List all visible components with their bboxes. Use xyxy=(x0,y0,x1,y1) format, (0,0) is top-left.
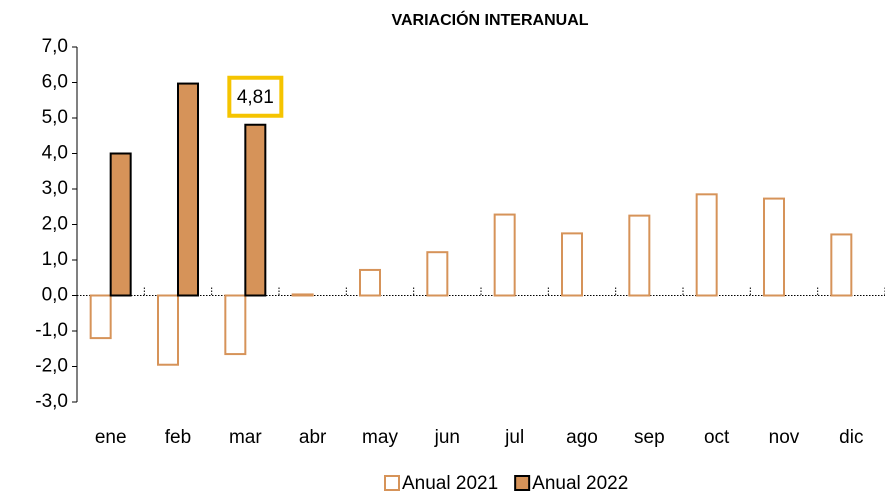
x-tick-label: jun xyxy=(434,427,460,448)
x-tick-label: dic xyxy=(839,427,863,448)
bar xyxy=(561,232,583,297)
bar xyxy=(224,294,247,356)
chart-title: VARIACIÓN INTERANUAL xyxy=(391,10,588,29)
x-tick-label: ene xyxy=(95,427,127,448)
bar xyxy=(291,293,314,297)
y-tick-label: 7,0 xyxy=(42,36,68,57)
x-tick-label: nov xyxy=(769,427,800,448)
y-tick-label: 0,0 xyxy=(42,285,68,306)
bar xyxy=(426,251,449,297)
legend-label: Anual 2022 xyxy=(532,473,628,494)
legend-label: Anual 2021 xyxy=(402,473,498,494)
x-tick-label: sep xyxy=(634,427,665,448)
bar xyxy=(89,294,112,340)
value-label: 4,81 xyxy=(237,87,274,108)
bar xyxy=(763,197,785,297)
value-label-box xyxy=(227,75,284,118)
x-tick-label: feb xyxy=(165,427,191,448)
y-tick-label: 1,0 xyxy=(42,249,68,270)
bar xyxy=(695,193,718,297)
x-tick-label: oct xyxy=(704,427,730,448)
bar xyxy=(157,294,179,366)
y-tick-label: -3,0 xyxy=(35,391,68,412)
bar xyxy=(359,268,381,297)
bar xyxy=(109,152,132,297)
x-tick-label: may xyxy=(362,427,398,448)
bar xyxy=(830,233,853,297)
bar xyxy=(493,213,516,297)
y-tick-label: -2,0 xyxy=(35,356,68,377)
x-tick-label: jul xyxy=(504,427,524,448)
x-tick-label: abr xyxy=(299,427,327,448)
legend-swatch xyxy=(384,475,400,491)
y-tick-label: -1,0 xyxy=(35,320,68,341)
legend-swatch xyxy=(514,475,531,491)
x-tick-label: mar xyxy=(229,427,262,448)
y-tick-label: 3,0 xyxy=(42,178,68,199)
y-tick-label: 5,0 xyxy=(42,107,68,128)
bar xyxy=(177,82,199,297)
y-tick-label: 6,0 xyxy=(42,72,68,93)
bar xyxy=(628,214,651,297)
y-tick-label: 2,0 xyxy=(42,214,68,235)
bar xyxy=(244,123,267,297)
x-tick-label: ago xyxy=(566,427,598,448)
y-tick-label: 4,0 xyxy=(42,143,68,164)
